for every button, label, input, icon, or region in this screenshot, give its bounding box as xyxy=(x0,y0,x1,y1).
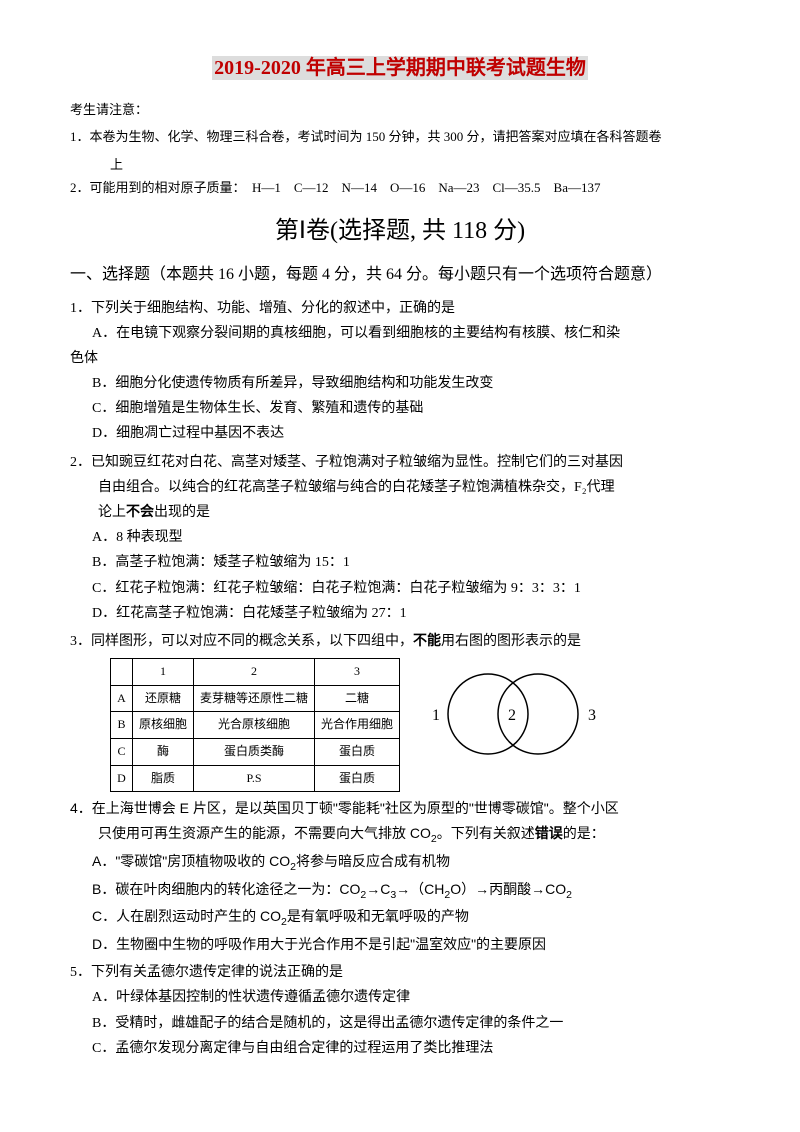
table-cell: 脂质 xyxy=(133,765,194,792)
table-cell: 光合作用细胞 xyxy=(315,712,400,739)
table-cell: 蛋白质类酶 xyxy=(194,738,315,765)
q4-opt-d: D．生物圈中生物的呼吸作用大于光合作用不是引起"温室效应"的主要原因 xyxy=(70,932,730,957)
venn-label-1: 1 xyxy=(432,707,440,724)
q1-opt-a-2: 色体 xyxy=(70,346,730,371)
table-cell: D xyxy=(111,765,133,792)
q1-opt-c: C．细胞增殖是生物体生长、发育、繁殖和遗传的基础 xyxy=(70,396,730,421)
q2-opt-c: C．红花子粒饱满：红花子粒皱缩：白花子粒饱满：白花子粒皱缩为 9：3：3：1 xyxy=(70,576,730,601)
table-cell xyxy=(111,659,133,686)
q3-stem: 3．同样图形，可以对应不同的概念关系，以下四组中，不能用右图的图形表示的是 xyxy=(70,629,730,654)
q5-opt-b: B．受精时，雌雄配子的结合是随机的，这是得出孟德尔遗传定律的条件之一 xyxy=(70,1011,730,1036)
notice-item-1a: 1．本卷为生物、化学、物理三科合卷，考试时间为 150 分钟，共 300 分，请… xyxy=(70,125,730,148)
q4-opt-b: B．碳在叶肉细胞内的转化途径之一为：CO2→C3→（CH2O）→丙酮酸→CO2 xyxy=(70,877,730,905)
table-cell: 蛋白质 xyxy=(315,738,400,765)
table-cell: 原核细胞 xyxy=(133,712,194,739)
section-title: 第Ⅰ卷(选择题, 共 118 分) xyxy=(70,210,730,253)
notice-item-2: 2．可能用到的相对原子质量： H—1 C—12 N—14 O—16 Na—23 … xyxy=(70,176,730,199)
venn-label-3: 3 xyxy=(588,707,596,724)
section-instructions: 一、选择题（本题共 16 小题，每题 4 分，共 64 分。每小题只有一个选项符… xyxy=(70,261,730,290)
venn-diagram: 1 2 3 xyxy=(418,658,608,773)
q3-table: 1 2 3 A 还原糖 麦芽糖等还原性二糖 二糖 B 原核细胞 光合原核细胞 光… xyxy=(110,658,400,792)
table-cell: 3 xyxy=(315,659,400,686)
title-highlight: 2019-2020 年高三上学期期中联考试题生物 xyxy=(212,56,588,80)
table-cell: P.S xyxy=(194,765,315,792)
q4-opt-c: C．人在剧烈运动时产生的 CO2是有氧呼吸和无氧呼吸的产物 xyxy=(70,904,730,932)
q1-opt-a-1: A．在电镜下观察分裂间期的真核细胞，可以看到细胞核的主要结构有核膜、核仁和染 xyxy=(70,321,730,346)
q1-stem: 1．下列关于细胞结构、功能、增殖、分化的叙述中，正确的是 xyxy=(70,296,730,321)
table-cell: B xyxy=(111,712,133,739)
q2-stem-2: 自由组合。以纯合的红花高茎子粒皱缩与纯合的白花矮茎子粒饱满植株杂交，F₂代理 xyxy=(70,475,730,500)
q2-opt-b: B．高茎子粒饱满：矮茎子粒皱缩为 15：1 xyxy=(70,550,730,575)
venn-label-2: 2 xyxy=(508,707,516,724)
q4-stem-1: 4．在上海世博会 E 片区，是以英国贝丁顿"零能耗"社区为原型的"世博零碳馆"。… xyxy=(70,796,730,821)
q4-stem-2: 只使用可再生资源产生的能源，不需要向大气排放 CO2。下列有关叙述错误的是： xyxy=(70,821,730,849)
q2-opt-a: A．8 种表现型 xyxy=(70,525,730,550)
table-cell: C xyxy=(111,738,133,765)
table-cell: 光合原核细胞 xyxy=(194,712,315,739)
venn-circle-1 xyxy=(448,674,528,754)
q2-stem-1: 2．已知豌豆红花对白花、高茎对矮茎、子粒饱满对子粒皱缩为显性。控制它们的三对基因 xyxy=(70,450,730,475)
exam-title: 2019-2020 年高三上学期期中联考试题生物 xyxy=(70,50,730,86)
q5-stem: 5．下列有关孟德尔遗传定律的说法正确的是 xyxy=(70,960,730,985)
table-cell: 2 xyxy=(194,659,315,686)
venn-svg: 1 2 3 xyxy=(418,664,608,764)
notice-item-1b: 上 xyxy=(70,153,730,176)
q1-opt-d: D．细胞凋亡过程中基因不表达 xyxy=(70,421,730,446)
notice-head: 考生请注意： xyxy=(70,98,730,121)
table-cell: 1 xyxy=(133,659,194,686)
table-cell: 还原糖 xyxy=(133,685,194,712)
table-cell: A xyxy=(111,685,133,712)
q5-opt-a: A．叶绿体基因控制的性状遗传遵循孟德尔遗传定律 xyxy=(70,985,730,1010)
q1-opt-b: B．细胞分化使遗传物质有所差异，导致细胞结构和功能发生改变 xyxy=(70,371,730,396)
table-cell: 蛋白质 xyxy=(315,765,400,792)
table-cell: 二糖 xyxy=(315,685,400,712)
q2-stem-3: 论上不会出现的是 xyxy=(70,500,730,525)
table-cell: 酶 xyxy=(133,738,194,765)
q5-opt-c: C．孟德尔发现分离定律与自由组合定律的过程运用了类比推理法 xyxy=(70,1036,730,1061)
table-cell: 麦芽糖等还原性二糖 xyxy=(194,685,315,712)
q4-opt-a: A．"零碳馆"房顶植物吸收的 CO2将参与暗反应合成有机物 xyxy=(70,849,730,877)
q2-opt-d: D．红花高茎子粒饱满：白花矮茎子粒皱缩为 27：1 xyxy=(70,601,730,626)
